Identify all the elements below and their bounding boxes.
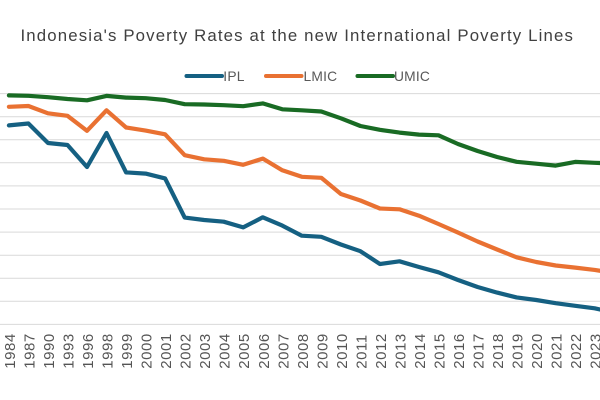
svg-text:1999: 1999 (119, 333, 136, 369)
svg-text:2019: 2019 (510, 333, 527, 369)
svg-text:2004: 2004 (217, 333, 234, 369)
svg-text:2016: 2016 (451, 333, 468, 369)
svg-text:1990: 1990 (41, 333, 58, 369)
svg-text:LMIC: LMIC (304, 69, 338, 84)
svg-text:2005: 2005 (236, 333, 253, 369)
svg-text:2023: 2023 (588, 333, 600, 369)
svg-text:2022: 2022 (568, 333, 585, 369)
svg-text:2007: 2007 (275, 333, 292, 369)
svg-text:2011: 2011 (353, 334, 370, 368)
svg-text:1984: 1984 (2, 333, 19, 369)
svg-text:2002: 2002 (178, 333, 195, 369)
svg-text:2017: 2017 (471, 333, 488, 369)
svg-text:2003: 2003 (197, 333, 214, 369)
svg-text:2010: 2010 (334, 333, 351, 369)
svg-text:2018: 2018 (490, 333, 507, 369)
svg-text:2021: 2021 (549, 333, 566, 369)
svg-text:1998: 1998 (100, 333, 117, 369)
svg-text:1993: 1993 (61, 333, 78, 369)
svg-text:2001: 2001 (158, 333, 175, 369)
svg-text:2000: 2000 (139, 333, 156, 369)
svg-text:2006: 2006 (256, 333, 273, 369)
svg-text:2008: 2008 (295, 333, 312, 369)
svg-text:IPL: IPL (223, 69, 244, 84)
svg-text:2015: 2015 (432, 333, 449, 369)
svg-text:2012: 2012 (373, 333, 390, 369)
svg-text:UMIC: UMIC (394, 69, 430, 84)
svg-text:2014: 2014 (412, 333, 429, 369)
svg-text:1996: 1996 (80, 333, 97, 369)
svg-text:2009: 2009 (314, 333, 331, 369)
svg-text:2013: 2013 (393, 333, 410, 369)
svg-text:1987: 1987 (21, 333, 38, 369)
svg-text:2020: 2020 (529, 333, 546, 369)
